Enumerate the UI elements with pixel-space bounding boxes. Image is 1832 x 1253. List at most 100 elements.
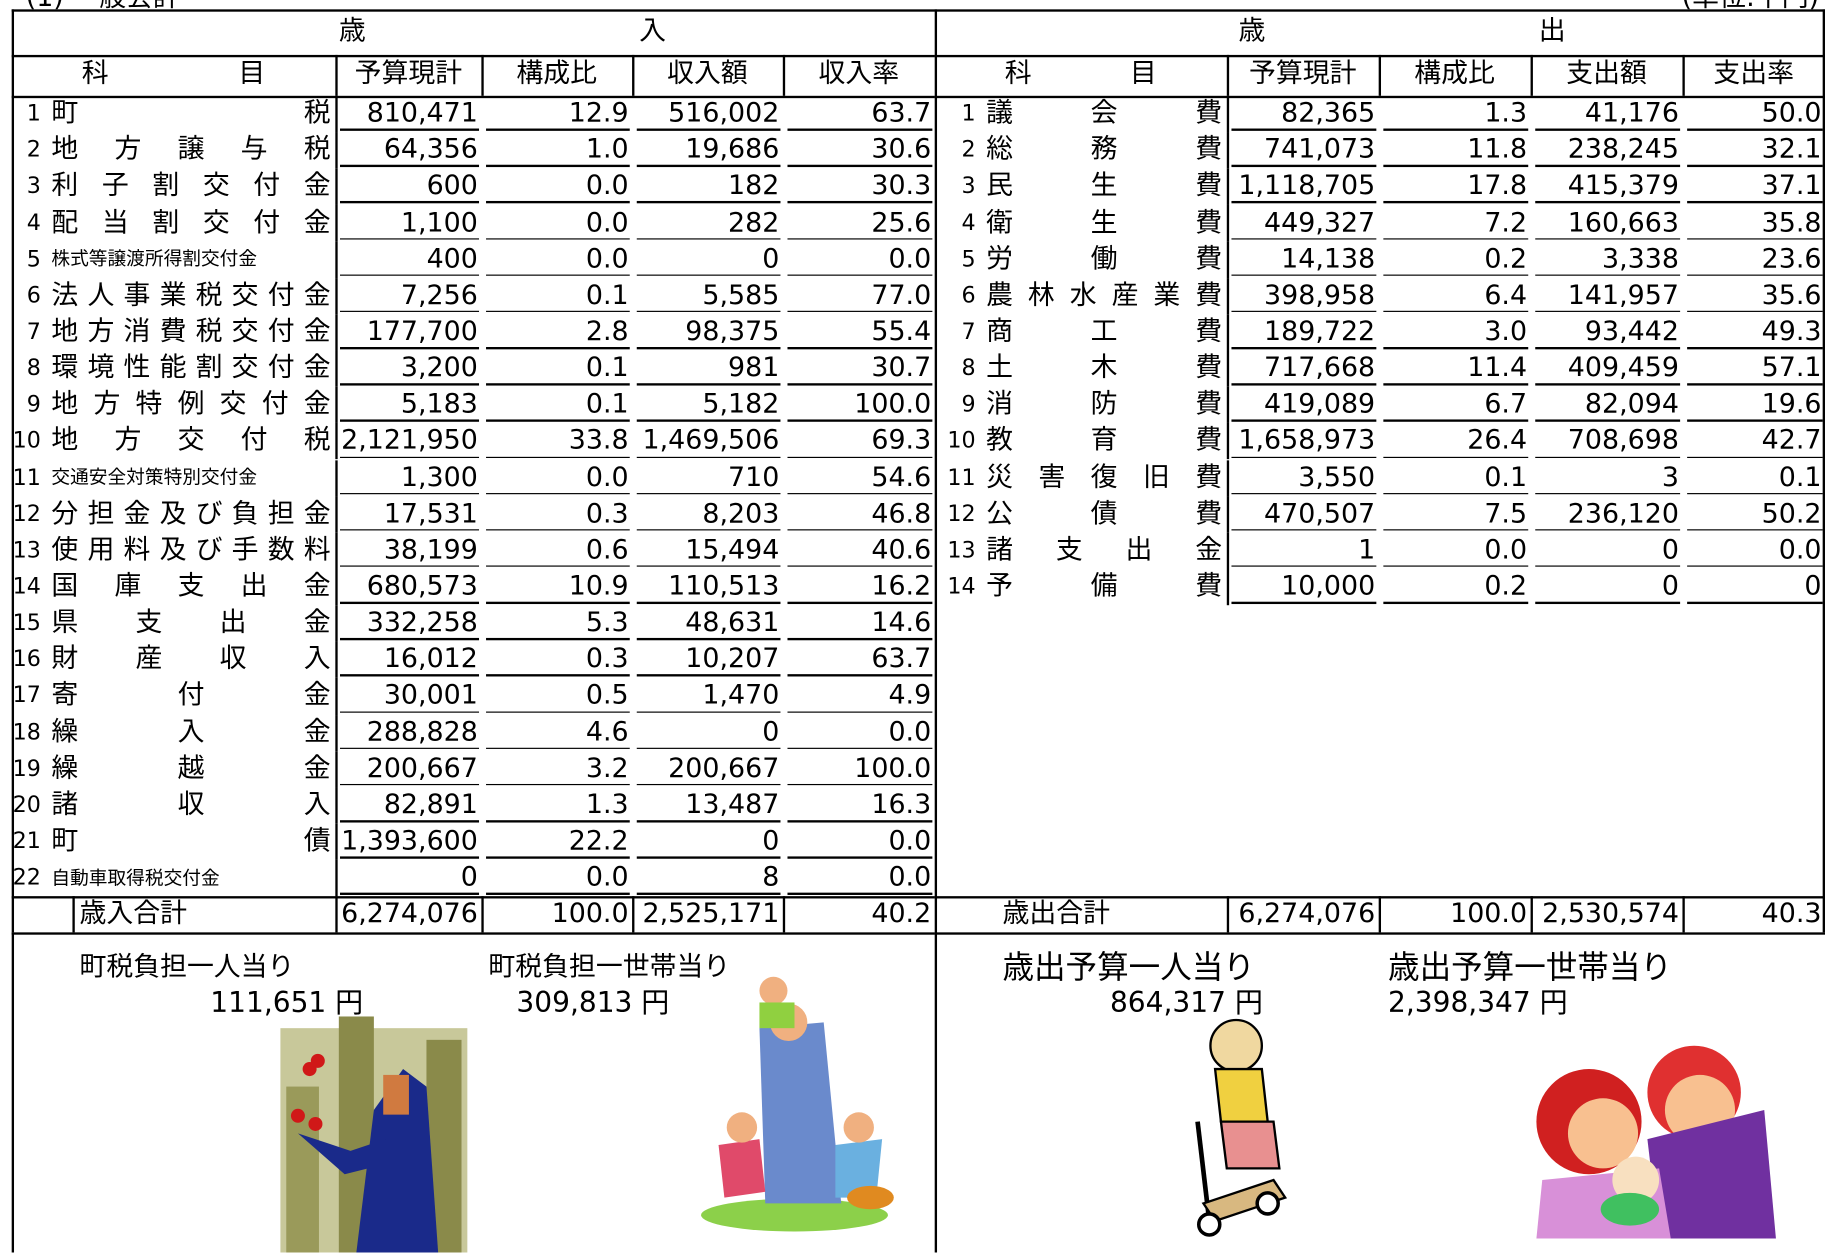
rule bbox=[11, 9, 15, 933]
amount-cell: 398,958 bbox=[1264, 280, 1376, 311]
amount-cell: 37.1 bbox=[1761, 171, 1822, 202]
amount-cell: 3.2 bbox=[585, 753, 629, 784]
row-number: 8 bbox=[26, 355, 41, 382]
amount-cell: 5,182 bbox=[702, 389, 780, 420]
rule bbox=[787, 128, 933, 131]
rule bbox=[335, 714, 338, 751]
rule bbox=[1226, 204, 1230, 242]
rule bbox=[1535, 165, 1681, 167]
rule bbox=[1383, 201, 1529, 204]
amount-cell: 0.2 bbox=[1484, 571, 1528, 602]
rule bbox=[1535, 456, 1681, 459]
amount-cell: 449,327 bbox=[1264, 207, 1376, 238]
rule bbox=[1383, 310, 1529, 313]
row-number: 16 bbox=[12, 646, 41, 673]
rule bbox=[787, 820, 933, 822]
rule bbox=[339, 347, 480, 349]
rule bbox=[636, 601, 781, 604]
rule bbox=[486, 747, 630, 750]
rule bbox=[1226, 95, 1230, 133]
amount-cell: 0.0 bbox=[585, 171, 629, 202]
amount-cell: 30.6 bbox=[871, 134, 932, 165]
rule bbox=[636, 456, 781, 459]
rule bbox=[636, 237, 781, 240]
item-name: 教育費 bbox=[986, 423, 1222, 459]
rule bbox=[335, 823, 338, 861]
rule bbox=[339, 456, 480, 459]
row-number: 4 bbox=[26, 209, 41, 236]
rule bbox=[1383, 347, 1529, 349]
rule bbox=[335, 277, 338, 315]
rule bbox=[1383, 492, 1529, 495]
rule bbox=[1535, 383, 1681, 386]
rule bbox=[636, 674, 781, 677]
rule bbox=[1226, 386, 1230, 424]
rule bbox=[1231, 347, 1377, 349]
rule bbox=[339, 674, 480, 677]
rule bbox=[335, 459, 338, 497]
per-capita-value: 111,651 円 bbox=[210, 986, 364, 1019]
amount-cell: 0 bbox=[1804, 571, 1822, 602]
column-header-text: 科目 bbox=[81, 58, 266, 89]
total-cell: 100.0 bbox=[1450, 898, 1528, 930]
item-name: 総務費 bbox=[986, 132, 1222, 168]
amount-cell: 236,120 bbox=[1567, 498, 1679, 529]
rule bbox=[1378, 896, 1381, 933]
amount-cell: 50.0 bbox=[1761, 98, 1822, 129]
rule bbox=[1682, 896, 1685, 933]
amount-cell: 680,573 bbox=[366, 571, 478, 602]
amount-cell: 288,828 bbox=[366, 716, 478, 748]
amount-cell: 48,631 bbox=[685, 607, 780, 639]
rule bbox=[787, 601, 933, 604]
per-capita-label: 町税負担一人当り bbox=[79, 951, 295, 983]
rule bbox=[339, 165, 480, 167]
rule bbox=[1383, 383, 1529, 386]
row-number: 6 bbox=[26, 282, 41, 309]
amount-cell: 19.6 bbox=[1761, 389, 1822, 420]
item-name-text: 諸支出金 bbox=[986, 534, 1223, 566]
rule bbox=[787, 237, 933, 240]
item-name-text: 民生費 bbox=[986, 171, 1223, 202]
amount-cell: 63.7 bbox=[871, 644, 932, 675]
amount-cell: 30,001 bbox=[383, 680, 478, 711]
amount-cell: 238,245 bbox=[1567, 134, 1679, 165]
amount-cell: 32.1 bbox=[1761, 134, 1822, 165]
rule bbox=[787, 274, 933, 277]
rule bbox=[335, 678, 338, 715]
rule bbox=[787, 711, 933, 713]
amount-cell: 400 bbox=[426, 243, 478, 275]
column-header: 構成比 bbox=[516, 58, 598, 89]
rule bbox=[339, 565, 480, 568]
amount-cell: 3 bbox=[1661, 462, 1679, 493]
item-name-text: 教育費 bbox=[986, 425, 1223, 457]
rule bbox=[1231, 601, 1377, 604]
rule bbox=[1226, 168, 1230, 205]
total-cell: 40.3 bbox=[1761, 898, 1822, 930]
row-number: 20 bbox=[12, 792, 41, 818]
amount-cell: 1.3 bbox=[1484, 98, 1528, 129]
rule bbox=[1687, 419, 1823, 422]
amount-cell: 7,256 bbox=[400, 280, 478, 311]
item-name-text: 配当割交付金 bbox=[51, 207, 331, 238]
row-number: 17 bbox=[12, 682, 41, 709]
column-header: 科目 bbox=[82, 55, 265, 94]
amount-cell: 4.6 bbox=[585, 716, 629, 748]
item-name: 公債費 bbox=[986, 496, 1222, 532]
rule bbox=[486, 856, 630, 859]
amount-cell: 49.3 bbox=[1761, 316, 1822, 347]
rule bbox=[782, 54, 785, 96]
item-name-text: 利子割交付金 bbox=[51, 171, 331, 202]
rule bbox=[1226, 496, 1230, 533]
rule bbox=[335, 95, 338, 133]
amount-cell: 42.7 bbox=[1761, 425, 1822, 457]
amount-cell: 16.3 bbox=[871, 789, 932, 821]
rule bbox=[335, 787, 338, 824]
column-header: 構成比 bbox=[1414, 58, 1495, 89]
amount-cell: 5.3 bbox=[585, 607, 629, 639]
rule bbox=[787, 310, 933, 313]
rule bbox=[335, 532, 338, 569]
amount-cell: 17.8 bbox=[1467, 171, 1528, 202]
rule bbox=[934, 9, 938, 1253]
rule bbox=[1535, 565, 1681, 568]
rule bbox=[636, 310, 781, 313]
